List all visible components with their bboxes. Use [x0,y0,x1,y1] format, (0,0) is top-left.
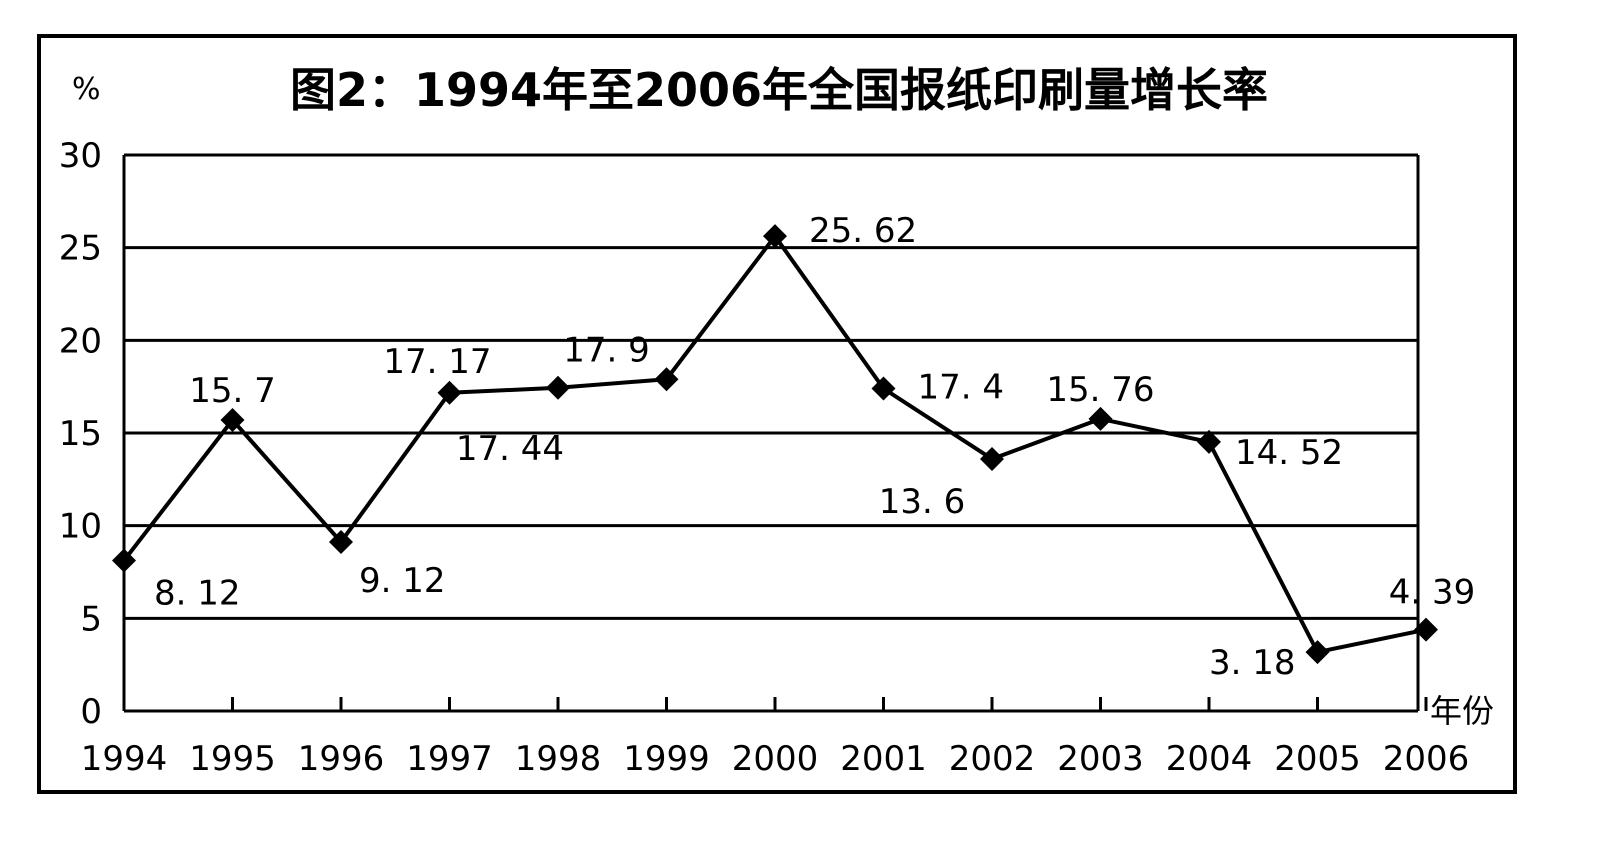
data-label-1995: 15. 7 [189,371,276,411]
marker-2006 [1414,617,1438,642]
marker-1996 [329,529,353,554]
x-tick-1997: 1997 [406,739,493,779]
data-label-1997: 17. 17 [383,342,491,382]
series-line [112,224,1438,665]
data-label-1994: 8. 12 [154,574,241,614]
y-tick-10: 10 [59,507,102,547]
y-axis-unit: % [72,72,101,107]
y-tick-30: 30 [59,136,102,176]
y-tick-25: 25 [59,229,102,269]
data-label-1999: 17. 9 [563,330,650,370]
x-tick-1996: 1996 [298,739,385,779]
marker-1998 [546,375,570,400]
data-label-2002: 13. 6 [879,482,966,522]
marker-1997 [437,380,462,405]
gridlines [124,153,1418,620]
y-tick-labels: 0 5 10 15 20 25 30 [59,136,102,732]
data-label-1996: 9. 12 [359,561,446,601]
x-tick-2006: 2006 [1383,739,1470,779]
y-tick-20: 20 [59,321,102,361]
marker-2000 [763,224,787,249]
marker-2003 [1088,406,1113,431]
x-tick-labels: 1994 1995 1996 1997 1998 1999 2000 2001 2002 2003… [81,739,1470,779]
marker-2005 [1305,640,1330,665]
x-tick-1995: 1995 [189,739,276,779]
x-tick-2002: 2002 [949,739,1036,779]
data-label-2006: 4. 39 [1389,573,1476,613]
data-label-1998: 17. 44 [456,429,564,469]
x-tick-2001: 2001 [840,739,927,779]
marker-2004 [1197,429,1221,454]
data-label-2004: 14. 52 [1235,433,1343,473]
x-axis-unit: 年份 [1430,692,1494,730]
chart-frame [37,34,1517,794]
marker-2001 [871,376,896,401]
y-tick-5: 5 [80,599,102,639]
x-tick-2005: 2005 [1274,739,1361,779]
x-tick-2003: 2003 [1057,739,1144,779]
data-label-2003: 15. 76 [1046,370,1154,410]
marker-1995 [220,408,245,433]
y-tick-0: 0 [80,692,102,732]
y-tick-15: 15 [59,414,102,454]
marker-2002 [980,446,1004,471]
data-label-2001: 17. 4 [918,368,1005,408]
x-tick-1999: 1999 [623,739,710,779]
data-label-2005: 3. 18 [1209,643,1296,683]
series-path [122,234,1427,655]
marker-1999 [654,367,679,392]
x-tick-2004: 2004 [1166,739,1253,779]
axes [122,153,1428,713]
chart-title: 图2：1994年至2006年全国报纸印刷量增长率 [290,63,1269,117]
data-label-2000: 25. 62 [809,211,917,251]
x-tick-1994: 1994 [81,739,168,779]
x-tick-1998: 1998 [515,739,602,779]
marker-1994 [112,548,136,573]
data-labels: 8. 12 15. 7 9. 12 17. 17 17. 44 17. 9 25. 62 17… [154,211,1475,683]
x-tick-2000: 2000 [732,739,819,779]
